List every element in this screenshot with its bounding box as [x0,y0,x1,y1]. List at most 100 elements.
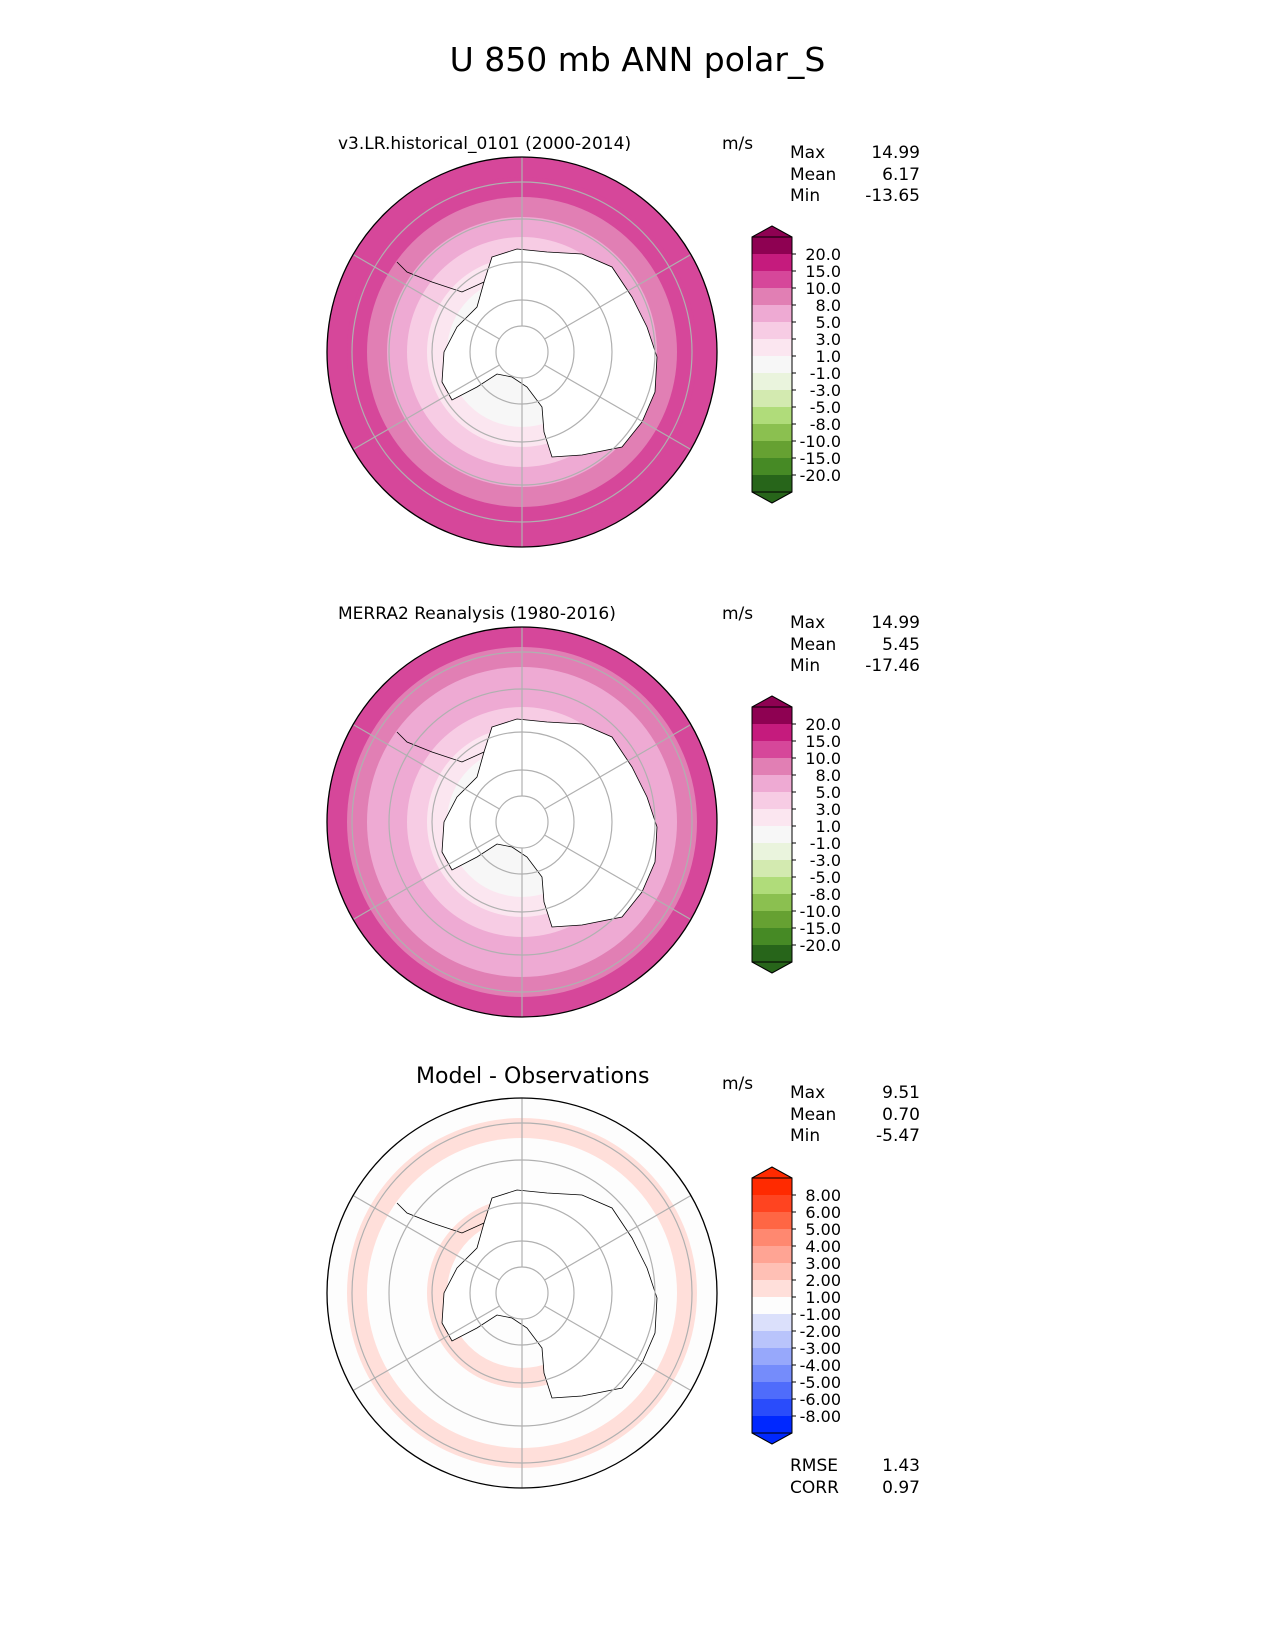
colorbar-tick-label: 3.00 [805,1254,841,1273]
colorbar-tick-label: 10.0 [805,749,841,768]
colorbar-swatch [752,928,792,945]
max-label: Max [790,1083,826,1103]
colorbar-tick-label: 2.00 [805,1271,841,1290]
colorbar-tick-label: 1.00 [805,1288,841,1307]
colorbar-swatch [752,894,792,911]
mean-value: 5.45 [882,634,920,655]
colorbar-outline [751,1177,793,1434]
corr-label: CORR [790,1477,839,1498]
colorbar-tick-label: 5.00 [805,1220,841,1239]
colorbar-swatch [752,237,792,254]
min-value: -13.65 [865,186,920,206]
longitude-gridline [544,834,692,921]
colorbar-swatch [752,322,792,339]
colorbar-tick-label: 20.0 [805,715,841,734]
colorbar-tick-label: -5.0 [810,398,841,417]
longitude-gridline [544,253,692,340]
colorbar-tick-label: -3.0 [810,381,841,400]
colorbar-tick-label: -2.00 [800,1322,841,1341]
polar-map-panel-1 [326,156,718,548]
colorbar-swatch [752,1195,792,1212]
colorbar-tick-label: -10.0 [800,432,841,451]
panel-2-stats: Max 14.99 Mean 5.45 Min -17.46 [790,613,920,678]
colorbar-tick-label: -15.0 [800,919,841,938]
panel-1-units: m/s [722,134,754,154]
colorbar-swatch [752,741,792,758]
longitude-gridline [544,1305,692,1392]
colorbar-swatch [752,356,792,373]
colorbar-swatch [752,724,792,741]
colorbar-swatch [752,1399,792,1416]
max-label: Max [790,613,826,633]
colorbar-swatch [752,792,792,809]
colorbar-tick-label: 8.0 [816,296,841,315]
panel-3-title: Model - Observations [416,1064,650,1089]
colorbar-swatch [752,1229,792,1246]
colorbar-swatch [752,758,792,775]
colorbar-tick-label: 15.0 [805,732,841,751]
colorbar-outline [751,706,793,963]
panel-3-error-stats: RMSE 1.43 CORR 0.97 [790,1456,920,1499]
colorbar-tick-label: -8.0 [810,885,841,904]
mean-value: 6.17 [882,164,920,185]
colorbar-swatch [752,1416,792,1433]
max-value: 14.99 [871,613,920,633]
colorbar-swatch [752,1314,792,1331]
panel-2-units: m/s [722,604,754,624]
colorbar-swatch [752,305,792,322]
panel-1-title: v3.LR.historical_0101 (2000-2014) [338,134,632,154]
colorbar-tick-label: -1.00 [800,1305,841,1324]
colorbar-tick-label: -5.00 [800,1373,841,1392]
colorbar-tick-label: -20.0 [800,466,841,485]
colorbar-tick-label: -1.0 [810,834,841,853]
colorbar-2: 20.015.010.08.05.03.01.0-1.0-3.0-5.0-8.0… [751,695,841,974]
colorbar-tick-label: -3.0 [810,851,841,870]
mean-label: Mean [790,634,837,655]
colorbar-swatch [752,843,792,860]
mean-value: 0.70 [882,1104,920,1125]
colorbar-tick-label: 8.0 [816,766,841,785]
colorbar-swatch [752,458,792,475]
colorbar-swatch [752,826,792,843]
min-label: Min [790,186,821,206]
colorbar-tick-label: -5.0 [810,868,841,887]
colorbar-tick-label: 4.00 [805,1237,841,1256]
antarctic-peninsula [396,1202,485,1234]
longitude-gridline [352,1305,500,1392]
colorbar-swatch [752,775,792,792]
corr-value: 0.97 [882,1477,920,1498]
colorbar-tick-label: -4.00 [800,1356,841,1375]
colorbar-swatch [752,945,792,962]
colorbar-tick-label: 8.00 [805,1186,841,1205]
max-label: Max [790,143,826,163]
colorbar-tick-label: -15.0 [800,449,841,468]
colorbar-swatch [752,911,792,928]
longitude-gridline [352,723,500,810]
colorbar-tick-label: -8.0 [810,415,841,434]
min-value: -5.47 [876,1126,920,1146]
colorbar-swatch [752,1280,792,1297]
mean-label: Mean [790,1104,837,1125]
colorbar-swatch [752,407,792,424]
colorbar-swatch [752,441,792,458]
colorbar-swatch [752,339,792,356]
colorbar-tick-label: 1.0 [816,347,841,366]
colorbar-swatch [752,288,792,305]
colorbar-tick-label: -20.0 [800,936,841,955]
min-label: Min [790,1126,821,1146]
colorbar-swatch [752,1331,792,1348]
longitude-gridline [544,364,692,451]
colorbar-swatch [752,254,792,271]
colorbar-swatch [752,707,792,724]
longitude-gridline [544,723,692,810]
colorbar-tick-label: 5.0 [816,783,841,802]
colorbar-tick-label: 3.0 [816,330,841,349]
colorbar-extend-min [751,961,793,974]
colorbar-extend-max [751,695,793,708]
colorbar-extend-min [751,1432,793,1445]
antarctica-coastline [441,1189,658,1399]
max-value: 14.99 [871,143,920,163]
antarctica-coastline [441,718,658,928]
